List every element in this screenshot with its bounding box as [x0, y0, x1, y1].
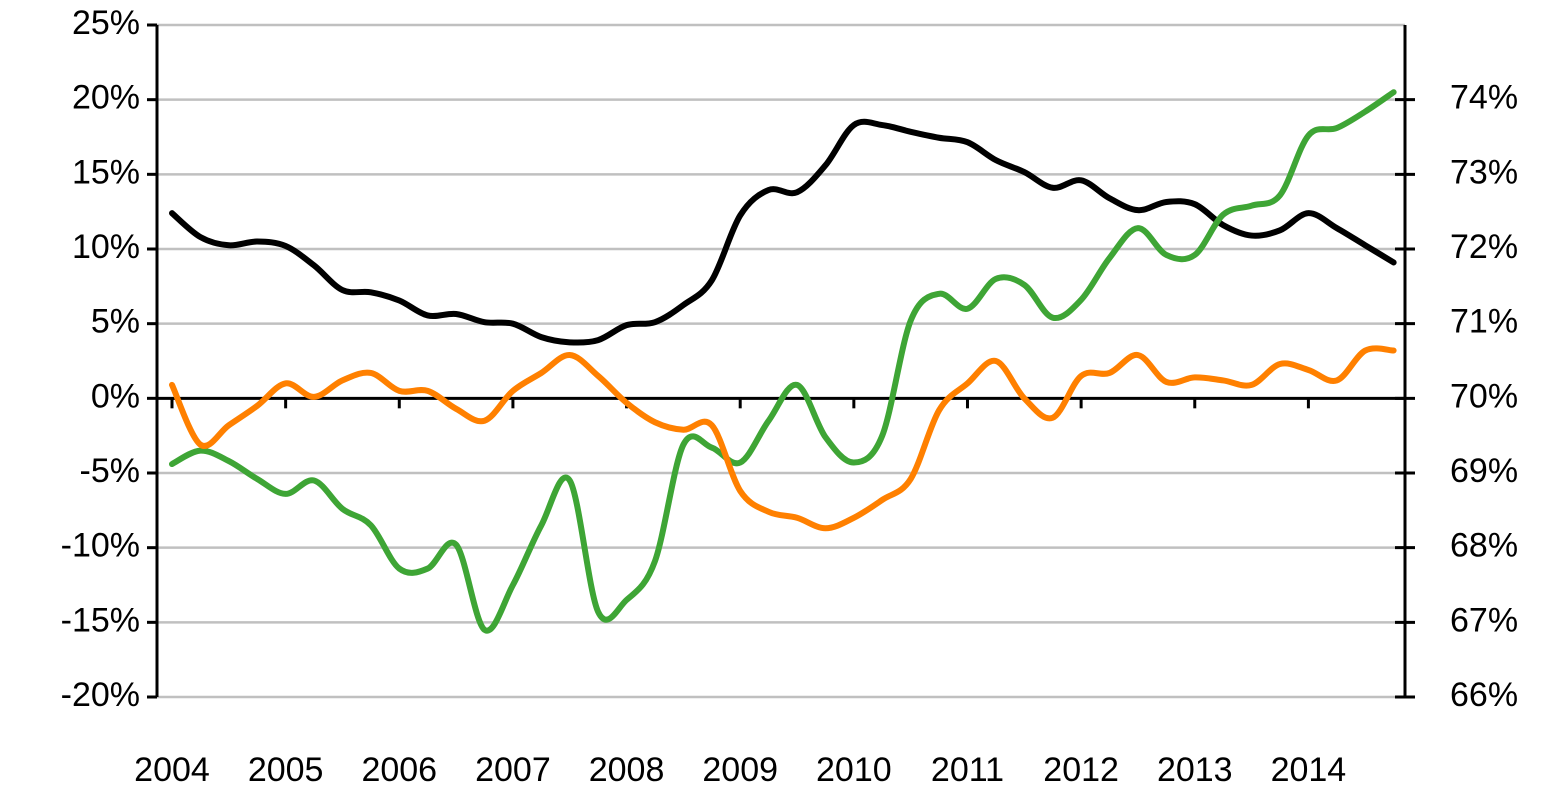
x-tick-label: 2010 [816, 751, 892, 789]
y2-tick-label: 68% [1450, 527, 1518, 565]
y2-tick-label: 67% [1450, 601, 1518, 639]
y-tick-label: 10% [72, 228, 140, 266]
x-tick-label: 2011 [931, 751, 1004, 789]
y-tick-label: -10% [61, 527, 140, 565]
x-tick-label: 2004 [134, 751, 210, 789]
x-tick-label: 2014 [1271, 751, 1347, 789]
y2-tick-label: 74% [1450, 79, 1518, 117]
y2-tick-label: 72% [1450, 228, 1518, 266]
y-tick-label: -5% [80, 452, 140, 490]
x-tick-label: 2009 [702, 751, 778, 789]
series-line [169, 118, 1397, 346]
y-tick-label: -15% [61, 601, 140, 639]
y-tick-label: -20% [61, 676, 140, 714]
x-tick-label: 2005 [248, 751, 324, 789]
x-tick-label: 2006 [361, 751, 437, 789]
y-tick-label: 25% [72, 4, 140, 42]
x-tick-label: 2007 [475, 751, 551, 789]
x-tick-label: 2013 [1157, 751, 1233, 789]
y2-tick-label: 70% [1450, 377, 1518, 415]
y-tick-label: 5% [91, 303, 140, 341]
y-tick-label: 0% [91, 377, 140, 415]
x-tick-label: 2008 [589, 751, 665, 789]
y-tick-label: 15% [72, 153, 140, 191]
series-line [169, 89, 1397, 634]
x-tick-label: 2012 [1043, 751, 1119, 789]
series-line [169, 345, 1397, 532]
y2-tick-label: 71% [1450, 303, 1518, 341]
y2-tick-label: 66% [1450, 676, 1518, 714]
y-tick-label: 20% [72, 79, 140, 117]
y2-tick-label: 73% [1450, 153, 1518, 191]
y2-tick-label: 69% [1450, 452, 1518, 490]
